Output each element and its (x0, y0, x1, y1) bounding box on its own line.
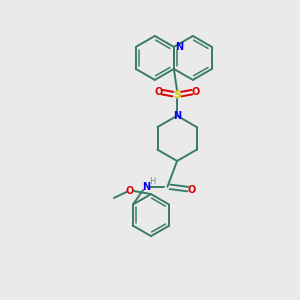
Text: S: S (173, 90, 181, 100)
Text: N: N (175, 42, 183, 52)
Text: O: O (126, 186, 134, 196)
Text: N: N (142, 182, 151, 192)
Text: O: O (188, 185, 196, 195)
Text: O: O (154, 87, 163, 97)
Text: O: O (192, 87, 200, 97)
Text: N: N (173, 111, 181, 121)
Text: H: H (149, 176, 155, 185)
